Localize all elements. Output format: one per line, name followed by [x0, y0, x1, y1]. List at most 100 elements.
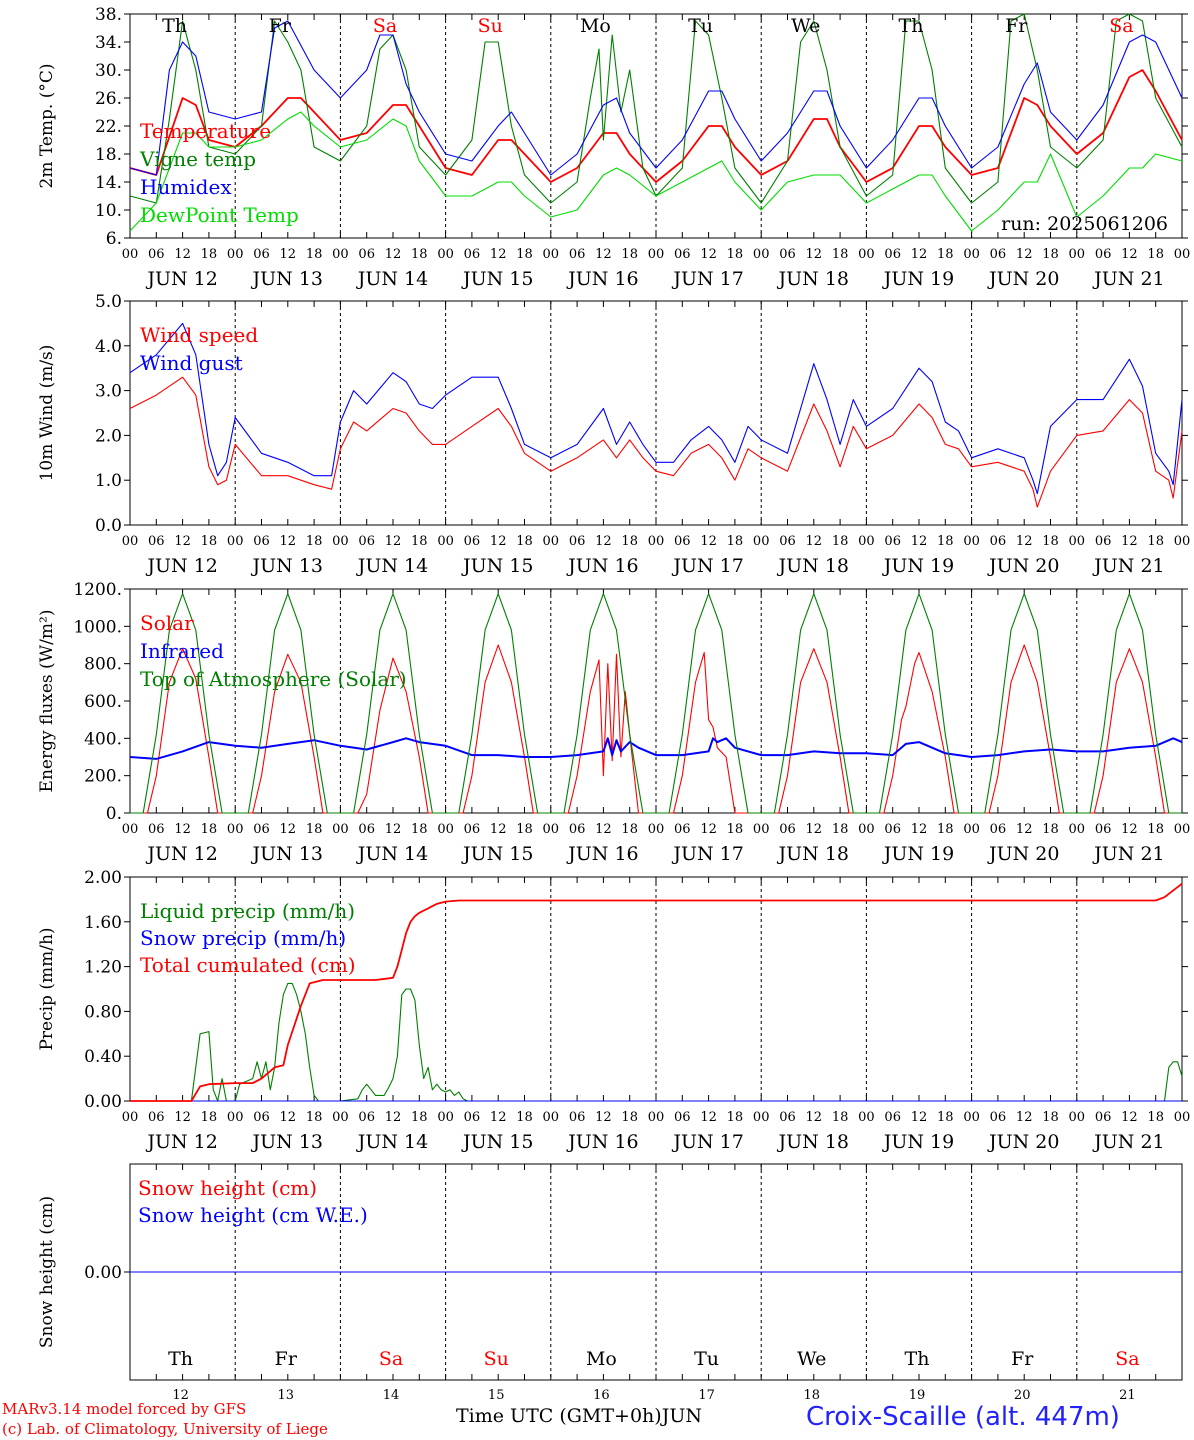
day-label: JUN 13	[251, 1131, 323, 1153]
hour-tick-label: 12	[595, 1110, 612, 1125]
hour-tick-label: 18	[727, 1110, 744, 1125]
day-label: JUN 12	[145, 268, 217, 290]
day-label: JUN 20	[987, 843, 1059, 865]
hour-tick-label: 12	[280, 247, 297, 262]
weekday-label: Su	[478, 15, 503, 37]
hour-tick-label: 18	[937, 534, 954, 549]
hour-tick-label: 18	[306, 822, 323, 837]
hour-tick-label: 00	[227, 822, 244, 837]
hour-tick-label: 12	[911, 1110, 928, 1125]
series-line-wind-speed	[129, 376, 1183, 508]
day-label: JUN 20	[987, 268, 1059, 290]
hour-tick-label: 00	[122, 534, 139, 549]
hour-tick-label: 00	[858, 822, 875, 837]
day-number-label: 12	[172, 1388, 189, 1403]
hour-tick-label: 12	[1121, 1110, 1138, 1125]
hour-tick-label: 06	[990, 1110, 1007, 1125]
hour-tick-label: 12	[595, 534, 612, 549]
hour-tick-label: 06	[569, 822, 586, 837]
legend-entry: Snow height (cm W.E.)	[138, 1203, 368, 1227]
hour-tick-label: 00	[1069, 247, 1086, 262]
hour-tick-label: 06	[358, 534, 375, 549]
y-tick-label: 18.	[95, 145, 122, 165]
hour-tick-label: 00	[1174, 534, 1191, 549]
hour-tick-label: 00	[1069, 822, 1086, 837]
day-number-label: 17	[698, 1388, 715, 1403]
hour-tick-label: 00	[227, 534, 244, 549]
panel-frame	[129, 300, 1183, 526]
y-tick-label: 800.	[84, 655, 122, 675]
hour-tick-label: 12	[385, 534, 402, 549]
panel-1: 6. 10. 14. 18. 22. 26. 30. 34. 38. 2m Temp. (°C) 0…	[37, 5, 1190, 290]
day-label: JUN 20	[987, 1131, 1059, 1153]
y-axis-title: 10m Wind (m/s)	[37, 345, 57, 482]
hour-tick-label: 00	[1174, 247, 1191, 262]
hour-tick-label: 12	[700, 822, 717, 837]
weekday-label: Th	[168, 1348, 193, 1370]
hour-tick-label: 06	[1095, 534, 1112, 549]
day-number-label: 16	[593, 1388, 610, 1403]
weekday-label: We	[797, 1348, 826, 1370]
y-tick-label: 38.	[95, 5, 122, 25]
hour-tick-label: 06	[884, 1110, 901, 1125]
hour-tick-label: 12	[280, 1110, 297, 1125]
run-label: run: 2025061206	[1001, 213, 1168, 235]
y-axis-title: 2m Temp. (°C)	[37, 63, 57, 188]
panel-frame	[129, 588, 1183, 814]
hour-tick-label: 18	[516, 247, 533, 262]
hour-tick-label: 12	[490, 1110, 507, 1125]
weekday-label: Fr	[1011, 1348, 1034, 1370]
panel-3: 0. 200. 400. 600. 800. 1000. 1200. Energy fluxe…	[37, 580, 1190, 865]
hour-tick-label: 06	[253, 247, 270, 262]
hour-tick-label: 18	[832, 247, 849, 262]
weekday-label: Su	[484, 1348, 509, 1370]
hour-tick-label: 12	[806, 534, 823, 549]
hour-tick-label: 00	[122, 822, 139, 837]
y-tick-label: 400.	[84, 729, 122, 749]
hour-tick-label: 00	[1069, 534, 1086, 549]
series-line-infrared	[129, 737, 1183, 760]
y-tick-label: 0.00	[84, 1263, 122, 1283]
hour-tick-label: 12	[911, 822, 928, 837]
day-number-label: 14	[383, 1388, 400, 1403]
model-credit-line1: MARv3.14 model forced by GFS	[2, 1400, 247, 1418]
hour-tick-label: 00	[648, 822, 665, 837]
y-tick-label: 600.	[84, 692, 122, 712]
hour-tick-label: 12	[490, 247, 507, 262]
hour-tick-label: 12	[174, 247, 191, 262]
hour-tick-label: 18	[411, 247, 428, 262]
day-label: JUN 19	[882, 843, 954, 865]
hour-tick-label: 06	[674, 247, 691, 262]
hour-tick-label: 00	[122, 247, 139, 262]
hour-tick-label: 18	[306, 247, 323, 262]
hour-tick-label: 00	[1069, 1110, 1086, 1125]
hour-tick-label: 12	[595, 822, 612, 837]
hour-tick-label: 06	[779, 1110, 796, 1125]
hour-tick-label: 06	[674, 822, 691, 837]
y-tick-label: 30.	[95, 61, 122, 81]
weekday-label: Mo	[580, 15, 611, 37]
hour-tick-label: 00	[543, 247, 560, 262]
series-line-total-cumulated-cm-	[130, 882, 1183, 1102]
y-axis-title: Precip (mm/h)	[37, 927, 57, 1050]
hour-tick-label: 00	[332, 822, 349, 837]
hour-tick-label: 12	[385, 822, 402, 837]
hour-tick-label: 06	[779, 247, 796, 262]
day-number-label: 20	[1014, 1388, 1031, 1403]
time-axis-caption: Time UTC (GMT+0h)JUN	[456, 1405, 702, 1427]
hour-tick-label: 06	[884, 822, 901, 837]
hour-tick-label: 18	[201, 534, 218, 549]
day-label: JUN 17	[671, 1131, 743, 1153]
y-tick-label: 26.	[95, 89, 122, 109]
hour-tick-label: 12	[1016, 534, 1033, 549]
day-label: JUN 18	[777, 555, 849, 577]
hour-tick-label: 00	[437, 822, 454, 837]
hour-tick-label: 00	[858, 247, 875, 262]
legend-entry: Solar	[140, 611, 194, 635]
day-label: JUN 18	[777, 268, 849, 290]
legend-entry: Snow height (cm)	[138, 1176, 317, 1200]
hour-tick-label: 12	[490, 534, 507, 549]
hour-tick-label: 18	[411, 534, 428, 549]
day-number-label: 15	[488, 1388, 505, 1403]
day-number-label: 13	[278, 1388, 295, 1403]
